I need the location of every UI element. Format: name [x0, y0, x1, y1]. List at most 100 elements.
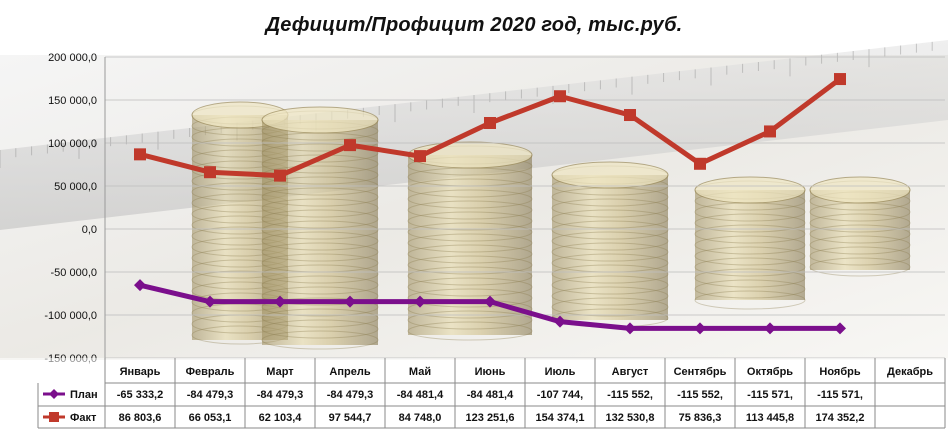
category-label: Июнь — [475, 366, 506, 378]
coin-edge — [407, 233, 533, 253]
coin-edge — [261, 319, 379, 339]
coin-edge — [809, 224, 911, 244]
coin-edge — [809, 257, 911, 277]
background-photo — [0, 40, 948, 360]
coin-edge — [261, 154, 379, 174]
data-point — [134, 279, 146, 292]
category-label: Декабрь — [887, 366, 933, 378]
table-background — [0, 358, 948, 444]
coin-edge — [694, 213, 806, 233]
coin-edge — [694, 257, 806, 277]
data-point — [554, 315, 566, 328]
data-point — [484, 117, 496, 130]
coin-edge — [551, 297, 669, 317]
data-point — [344, 139, 356, 152]
data-point — [834, 322, 846, 335]
data-point — [694, 157, 706, 170]
coin-edge — [694, 290, 806, 310]
y-tick-label: -100 000,0 — [44, 310, 97, 322]
coin-edge — [551, 209, 669, 229]
y-tick-label: -50 000,0 — [51, 267, 97, 279]
data-point — [694, 322, 706, 335]
coin-edge — [551, 286, 669, 306]
coin-edge — [407, 255, 533, 275]
category-label: Январь — [120, 366, 161, 378]
coin-edge — [809, 213, 911, 233]
data-point — [624, 322, 636, 335]
legend-label-Факт: Факт — [70, 412, 97, 424]
data-point — [624, 109, 636, 122]
data-point — [764, 322, 776, 335]
coin-edge — [407, 277, 533, 297]
coin-edge — [261, 187, 379, 207]
coin-edge — [261, 209, 379, 229]
data-label: -115 552, — [607, 389, 653, 401]
legend-marker — [49, 389, 59, 399]
category-label: Февраль — [186, 366, 235, 378]
data-label: 132 530,8 — [606, 412, 655, 424]
coin-edge — [809, 235, 911, 255]
y-tick-label: 0,0 — [82, 224, 97, 236]
coin-stack — [552, 175, 668, 320]
coin-edge — [407, 178, 533, 198]
data-label: -84 481,4 — [397, 389, 444, 401]
coin-edge — [551, 198, 669, 218]
coin-edge — [407, 189, 533, 209]
legend-marker — [49, 412, 59, 422]
data-label: 154 374,1 — [536, 412, 585, 424]
data-label: 97 544,7 — [329, 412, 372, 424]
data-label: 174 352,2 — [816, 412, 865, 424]
data-label: -107 744, — [537, 389, 583, 401]
data-point — [484, 295, 496, 308]
category-label: Июль — [545, 366, 576, 378]
data-point — [344, 295, 356, 308]
data-label: -84 479,3 — [257, 389, 303, 401]
coin-edge — [261, 242, 379, 262]
coin-edge — [407, 288, 533, 308]
data-label: -84 481,4 — [467, 389, 514, 401]
coin-edge — [261, 264, 379, 284]
data-label: 84 748,0 — [399, 412, 442, 424]
data-point — [414, 150, 426, 163]
data-point — [204, 295, 216, 308]
coin-edge — [694, 224, 806, 244]
data-label: -115 552, — [677, 389, 723, 401]
coin-edge — [407, 321, 533, 341]
coin-edge — [407, 211, 533, 231]
coin-edge — [694, 246, 806, 266]
coin-top — [809, 176, 911, 204]
category-label: Октябрь — [747, 366, 793, 378]
y-tick-label: 200 000,0 — [48, 52, 97, 64]
coin-edge — [407, 310, 533, 330]
coin-edge — [261, 308, 379, 328]
coin-edge — [694, 235, 806, 255]
series-layer — [134, 73, 846, 335]
coin-edge — [551, 220, 669, 240]
coin-edge — [694, 268, 806, 288]
coin-edge — [551, 275, 669, 295]
data-point — [554, 90, 566, 103]
data-label: 75 836,3 — [679, 412, 722, 424]
coin-edge — [551, 264, 669, 284]
coin-edge — [407, 222, 533, 242]
category-label: Сентябрь — [674, 366, 727, 378]
data-label: 86 803,6 — [119, 412, 162, 424]
y-tick-label: 100 000,0 — [48, 138, 97, 150]
category-label: Ноябрь — [819, 366, 860, 378]
data-point — [834, 73, 846, 86]
coin-edge — [261, 231, 379, 251]
coin-edge — [261, 220, 379, 240]
coin-edge — [407, 244, 533, 264]
y-tick-label: 50 000,0 — [54, 181, 97, 193]
category-label: Май — [409, 366, 431, 378]
category-label: Апрель — [329, 366, 370, 378]
legend-label-План: План — [70, 389, 98, 401]
coin-stack — [408, 155, 532, 335]
coin-edge — [694, 279, 806, 299]
coin-edge — [261, 286, 379, 306]
category-label: Август — [612, 366, 649, 378]
coin-edge — [261, 330, 379, 350]
coin-edge — [261, 198, 379, 218]
coin-edge — [407, 266, 533, 286]
